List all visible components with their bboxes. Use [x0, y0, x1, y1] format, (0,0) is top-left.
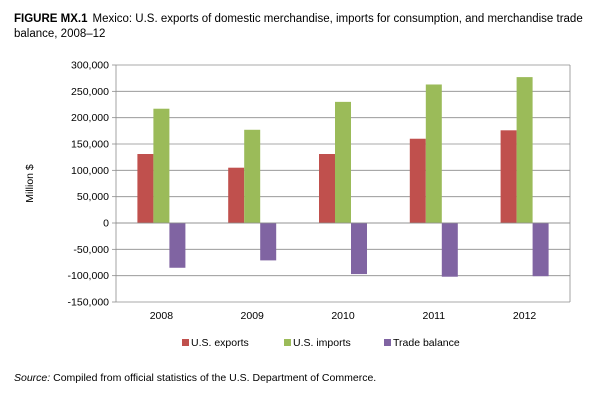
- y-tick-label: 0: [103, 218, 109, 230]
- bar-trade-balance-2011: [441, 223, 458, 277]
- y-tick-label: -150,000: [68, 297, 110, 309]
- legend-label: U.S. imports: [293, 337, 351, 349]
- source-label: Source:: [14, 372, 51, 384]
- bar-u-s-imports-2008: [153, 108, 170, 223]
- y-tick-label: -100,000: [68, 270, 110, 282]
- x-tick-labels: 2008 2009 2010 2011 2012: [150, 310, 537, 322]
- x-tick-label: 2010: [331, 310, 355, 322]
- x-tick-label: 2008: [150, 310, 174, 322]
- bar-u-s-imports-2012: [516, 77, 533, 223]
- bar-u-s-exports-2011: [409, 138, 426, 223]
- bar-trade-balance-2010: [351, 223, 367, 275]
- bar-u-s-exports-2008: [137, 154, 154, 223]
- x-tick-label: 2012: [513, 310, 537, 322]
- y-tick-label: 50,000: [77, 191, 109, 203]
- bar-u-s-imports-2009: [244, 129, 261, 223]
- legend-swatch: [284, 339, 291, 346]
- y-axis-label: Million $: [24, 164, 36, 203]
- figure-title-text: Mexico: U.S. exports of domestic merchan…: [14, 13, 583, 40]
- y-tick-label: 300,000: [71, 60, 109, 72]
- legend-swatch: [384, 339, 391, 346]
- bars: [137, 77, 549, 277]
- figure-title: FIGURE MX.1 Mexico: U.S. exports of domes…: [14, 12, 594, 42]
- bar-u-s-exports-2012: [500, 130, 517, 223]
- x-tick-label: 2009: [241, 310, 265, 322]
- y-tick-labels: 300,000 250,000 200,000 150,000 100,000 50,00…: [68, 60, 110, 309]
- legend-label: U.S. exports: [191, 337, 249, 349]
- legend-swatch: [182, 339, 189, 346]
- bar-u-s-imports-2010: [335, 101, 351, 223]
- y-tick-label: 100,000: [71, 165, 109, 177]
- legend-label: Trade balance: [393, 337, 460, 349]
- bar-trade-balance-2012: [532, 223, 549, 277]
- bar-trade-balance-2009: [260, 223, 277, 261]
- source-note: Source: Compiled from official statistic…: [14, 372, 376, 384]
- bar-u-s-exports-2010: [319, 154, 335, 223]
- bar-u-s-imports-2011: [425, 84, 442, 223]
- source-text: Compiled from official statistics of the…: [53, 372, 377, 384]
- bar-trade-balance-2008: [169, 223, 186, 268]
- axes: [112, 64, 571, 303]
- y-tick-label: 150,000: [71, 139, 109, 151]
- figure-label: FIGURE MX.1: [14, 13, 88, 25]
- y-tick-label: 250,000: [71, 86, 109, 98]
- y-tick-label: -50,000: [73, 244, 109, 256]
- bar-u-s-exports-2009: [228, 167, 245, 223]
- legend: U.S. exports U.S. imports Trade balance: [182, 337, 460, 349]
- y-tick-label: 200,000: [71, 112, 109, 124]
- x-tick-label: 2011: [423, 310, 446, 322]
